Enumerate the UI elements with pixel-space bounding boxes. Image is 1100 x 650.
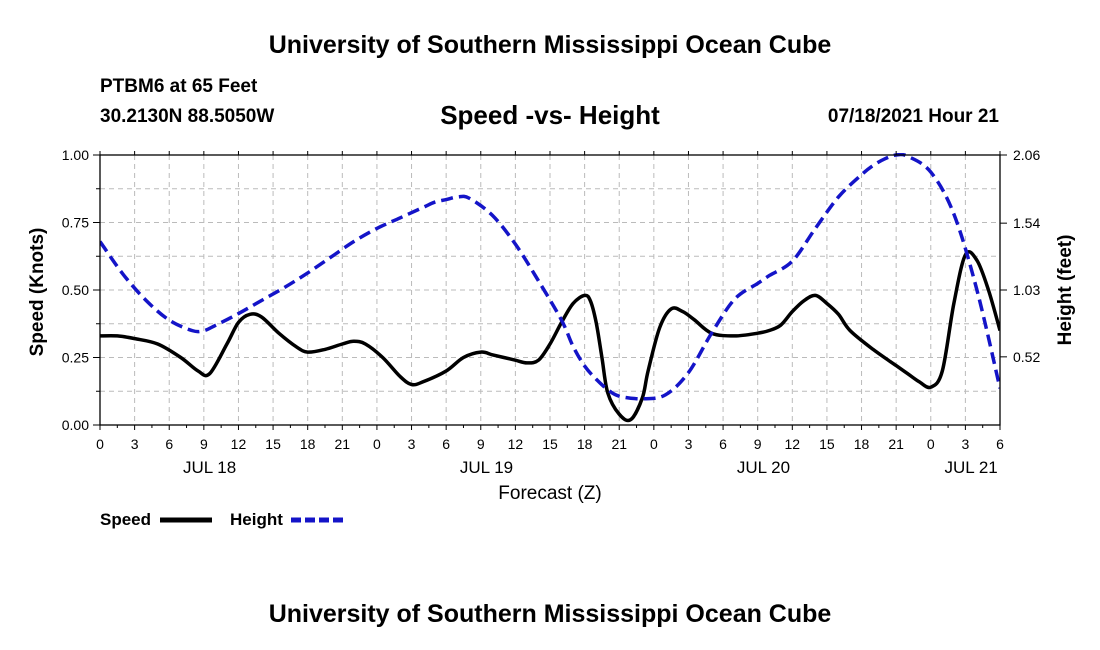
x-tick-label: 9 [754, 436, 762, 452]
x-tick-label: 21 [611, 436, 627, 452]
y2-tick-label: 1.03 [1013, 282, 1040, 298]
y-tick-label: 0.50 [62, 282, 89, 298]
x-tick-label: 15 [265, 436, 281, 452]
x-tick-label: 15 [542, 436, 558, 452]
x-tick-label: 3 [131, 436, 139, 452]
legend-height-label: Height [230, 510, 283, 529]
x-tick-label: 6 [165, 436, 173, 452]
x-tick-label: 3 [408, 436, 416, 452]
x-tick-label: 0 [927, 436, 935, 452]
y-tick-label: 0.00 [62, 417, 89, 433]
y2-axis-title: Height (feet) [1055, 235, 1076, 346]
y-tick-label: 1.00 [62, 147, 89, 163]
axis-layer: 0 3 6 9 12 15 18 21 0 3 6 9 12 15 18 21 0 3 6 9 12 15 18 21 0 3 6J… [27, 147, 1076, 504]
x-tick-label: 18 [854, 436, 870, 452]
y2-tick-label: 2.06 [1013, 147, 1040, 163]
x-tick-label: 3 [961, 436, 969, 452]
legend-speed-label: Speed [100, 510, 151, 529]
chart-title: Speed -vs- Height [440, 100, 660, 130]
coordinates-label: 30.2130N 88.5050W [100, 106, 275, 127]
y-tick-label: 0.75 [62, 215, 89, 231]
x-tick-label: 12 [785, 436, 801, 452]
y-tick-label: 0.25 [62, 350, 89, 366]
y-axis-title: Speed (Knots) [27, 228, 48, 357]
x-tick-label: 0 [373, 436, 381, 452]
grid-layer [100, 155, 1000, 425]
x-tick-label: 6 [442, 436, 450, 452]
height-series-line [100, 153, 1000, 401]
day-label: JUL 18 [183, 458, 236, 477]
x-tick-label: 9 [477, 436, 485, 452]
x-tick-label: 12 [508, 436, 524, 452]
x-tick-label: 21 [888, 436, 904, 452]
x-tick-label: 6 [719, 436, 727, 452]
y2-tick-label: 0.52 [1013, 349, 1040, 365]
day-label: JUL 20 [737, 458, 790, 477]
x-tick-label: 12 [231, 436, 247, 452]
x-tick-label: 0 [650, 436, 658, 452]
x-tick-label: 0 [96, 436, 104, 452]
series-layer [100, 153, 1000, 423]
day-label: JUL 19 [460, 458, 513, 477]
speed-series-line [100, 250, 1000, 423]
x-axis-title: Forecast (Z) [498, 483, 601, 504]
bottom-title: University of Southern Mississippi Ocean… [268, 600, 832, 628]
x-tick-label: 15 [819, 436, 835, 452]
x-tick-label: 18 [577, 436, 593, 452]
x-tick-label: 9 [200, 436, 208, 452]
x-tick-label: 21 [335, 436, 351, 452]
station-label: PTBM6 at 65 Feet [100, 76, 258, 97]
top-title: University of Southern Mississippi Ocean… [268, 31, 832, 59]
timestamp-label: 07/18/2021 Hour 21 [827, 106, 999, 127]
legend: Speed Height [100, 510, 343, 529]
x-tick-label: 6 [996, 436, 1004, 452]
y2-tick-label: 1.54 [1013, 215, 1040, 231]
day-label: JUL 21 [945, 458, 998, 477]
x-tick-label: 18 [300, 436, 316, 452]
x-tick-label: 3 [685, 436, 693, 452]
